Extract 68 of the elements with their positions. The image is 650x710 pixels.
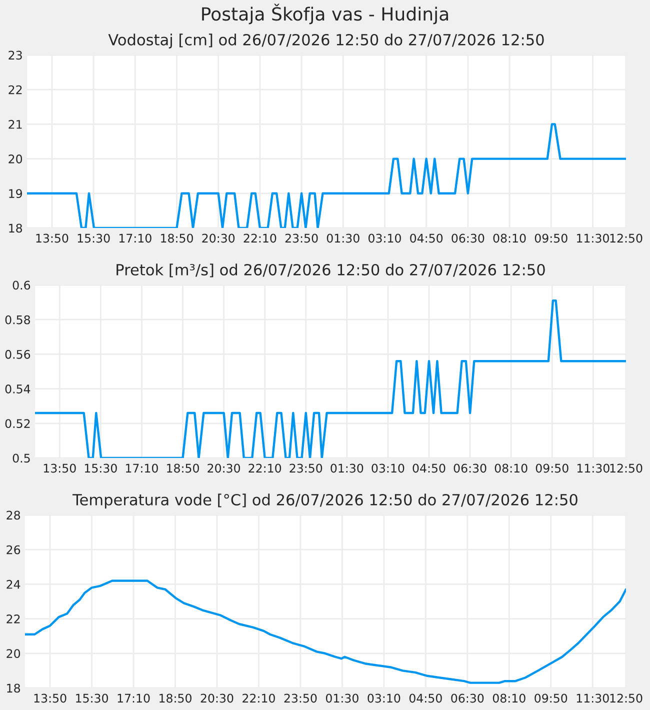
y-tick-label: 19 [9, 189, 22, 198]
x-tick-label: 15:30 [78, 234, 110, 243]
y-tick-label: 0.5 [12, 454, 30, 463]
chart-title: Pretok [m³/s] od 26/07/2026 12:50 do 27/07/2026 12:50 [116, 264, 545, 278]
x-tick-label: 12:50 [610, 694, 642, 703]
x-tick-label: 12:50 [610, 234, 642, 243]
x-tick-label: 04:50 [409, 694, 442, 703]
x-tick-label: 06:30 [454, 464, 486, 473]
x-tick-label: 08:10 [494, 464, 528, 473]
y-tick-label: 28 [6, 510, 20, 520]
y-tick-label: 20 [6, 649, 20, 658]
x-tick-label: 11:30 [576, 694, 609, 703]
x-tick-label: 20:30 [200, 694, 234, 703]
x-tick-label: 18:50 [160, 694, 192, 703]
x-tick-label: 01:30 [330, 464, 364, 473]
x-tick-label: 22:10 [244, 234, 276, 243]
y-tick-label: 21 [8, 120, 22, 129]
y-tick-label: 26 [6, 545, 20, 554]
x-tick-label: 09:50 [536, 464, 568, 473]
chart-title: Temperatura vode [°C] od 26/07/2026 12:50 do 27/07/2026 12:50 [72, 494, 578, 508]
x-tick-label: 08:10 [493, 234, 526, 243]
chart-title: Postaja Škofja vas - Hudinja [202, 4, 448, 24]
x-tick-label: 22:10 [248, 464, 282, 473]
x-tick-label: 04:50 [410, 234, 443, 243]
x-tick-label: 17:10 [118, 694, 150, 703]
x-tick-label: 17:10 [119, 234, 152, 243]
x-tick-label: 15:30 [84, 464, 117, 473]
x-tick-label: 06:30 [452, 234, 484, 243]
x-tick-label: 01:30 [326, 234, 360, 243]
chart-subtitle: Vodostaj [cm] od 26/07/2026 12:50 do 27/07/2026 12:50 [108, 34, 544, 48]
y-tick-label: 0.54 [5, 384, 30, 394]
y-tick-label: 22 [6, 614, 20, 624]
x-tick-label: 18:50 [161, 234, 193, 243]
x-tick-label: 22:10 [242, 694, 275, 703]
x-tick-label: 09:50 [534, 694, 568, 703]
x-tick-label: 06:30 [451, 694, 484, 703]
y-tick-label: 0.58 [5, 315, 30, 324]
x-tick-label: 11:30 [577, 464, 610, 473]
x-tick-label: 01:30 [326, 694, 358, 703]
y-tick-label: 23 [8, 50, 22, 60]
x-tick-label: 12:50 [610, 464, 642, 473]
y-tick-label: 18 [7, 684, 20, 693]
x-tick-label: 17:10 [126, 464, 158, 473]
x-tick-label: 18:50 [167, 464, 199, 473]
x-tick-label: 13:50 [36, 234, 68, 243]
x-tick-label: 03:10 [368, 234, 401, 243]
x-tick-label: 03:10 [368, 694, 400, 703]
x-tick-label: 23:50 [285, 234, 318, 243]
y-tick-label: 24 [6, 580, 20, 589]
y-tick-label: 0.52 [5, 419, 30, 428]
x-tick-label: 20:30 [202, 234, 235, 243]
y-tick-label: 0.6 [12, 280, 30, 290]
y-tick-label: 18 [9, 224, 22, 233]
x-tick-label: 13:50 [34, 694, 66, 703]
x-tick-label: 15:30 [76, 694, 108, 703]
x-tick-label: 23:50 [290, 464, 322, 473]
x-tick-label: 20:30 [208, 464, 240, 473]
x-tick-label: 13:50 [44, 464, 76, 473]
x-tick-label: 08:10 [492, 694, 526, 703]
x-tick-label: 03:10 [372, 464, 404, 473]
x-tick-label: 23:50 [284, 694, 317, 703]
x-tick-label: 04:50 [412, 464, 446, 473]
x-tick-label: 09:50 [534, 234, 568, 243]
y-tick-label: 20 [8, 154, 22, 164]
line-series [25, 580, 626, 684]
y-tick-label: 22 [8, 85, 22, 94]
y-tick-label: 0.56 [5, 350, 30, 359]
x-tick-label: 11:30 [577, 234, 609, 243]
